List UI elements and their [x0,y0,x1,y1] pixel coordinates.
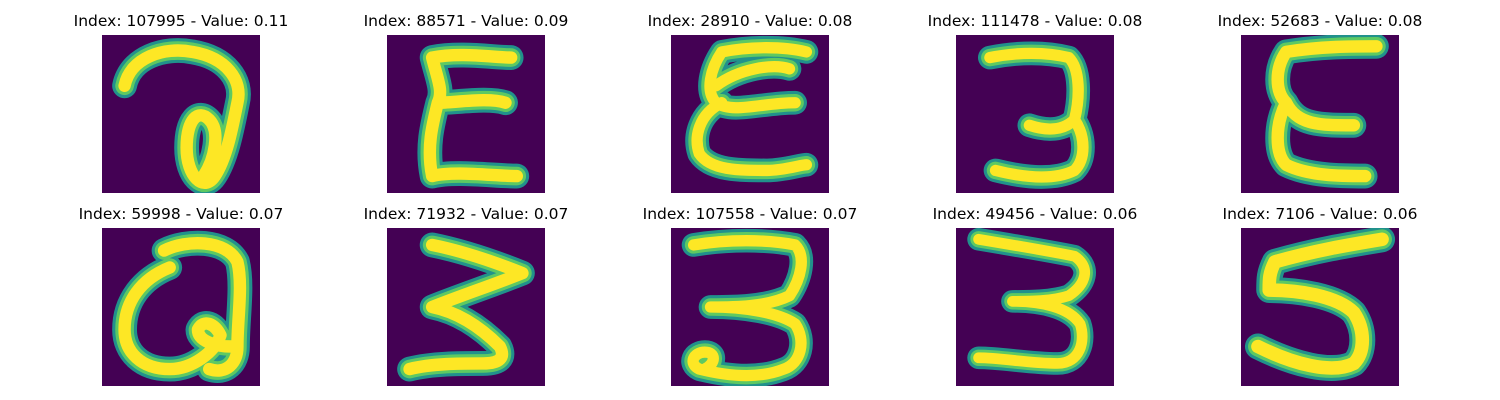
digit-image [387,35,545,193]
digit-glyph-epsilon-e [1241,35,1399,193]
digit-glyph-a-heart [102,228,260,386]
digit-image [387,228,545,386]
digit-image [671,35,829,193]
digit-image [671,228,829,386]
digit-glyph-epsilon-round [671,35,829,193]
panel-title: Index: 107995 - Value: 0.11 [73,12,289,30]
panel-title: Index: 88571 - Value: 0.09 [363,12,569,30]
digit-image [102,35,260,193]
digit-image [102,228,260,386]
digit-image [956,228,1114,386]
digit-image [956,35,1114,193]
digit-glyph-three-sharp [387,228,545,386]
panel-title: Index: 49456 - Value: 0.06 [932,205,1138,223]
digit-glyph-a-loop [102,35,260,193]
digit-image [1241,228,1399,386]
digit-glyph-three-round [671,228,829,386]
panel-title: Index: 7106 - Value: 0.06 [1222,205,1418,223]
digit-glyph-three-narrow [956,35,1114,193]
panel-title: Index: 28910 - Value: 0.08 [647,12,853,30]
panel-title: Index: 71932 - Value: 0.07 [363,205,569,223]
digit-image [1241,35,1399,193]
panel-title: Index: 107558 - Value: 0.07 [642,205,858,223]
digit-glyph-epsilon-sharp [387,35,545,193]
panel-title: Index: 59998 - Value: 0.07 [78,205,284,223]
digit-glyph-three-wide [956,228,1114,386]
panel-title: Index: 111478 - Value: 0.08 [927,12,1143,30]
digit-glyph-five [1241,228,1399,386]
panel-title: Index: 52683 - Value: 0.08 [1217,12,1423,30]
